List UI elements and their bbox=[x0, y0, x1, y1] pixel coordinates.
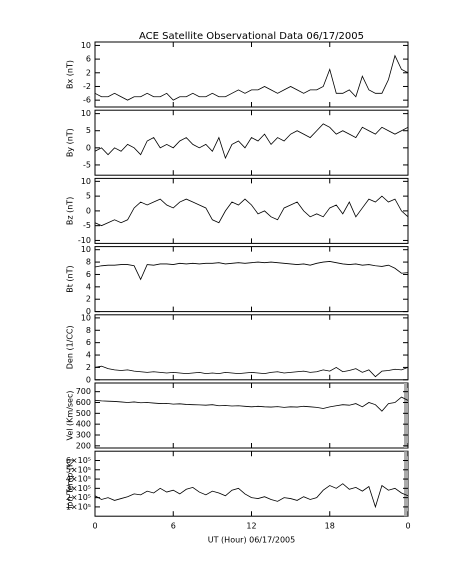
y-tick-label: 6×10⁵ bbox=[66, 456, 91, 465]
y-tick-label: -5 bbox=[83, 160, 91, 169]
y-axis-label: Bx (nT) bbox=[66, 60, 75, 89]
y-tick-label: 5 bbox=[86, 126, 91, 135]
y-tick-label: 500 bbox=[76, 409, 91, 418]
y-axis-label: Bz (nT) bbox=[66, 197, 75, 225]
data-gap bbox=[404, 383, 408, 448]
y-tick-label: 6 bbox=[86, 270, 91, 279]
y-axis-label: Bt (nT) bbox=[66, 265, 75, 292]
y-tick-label: 3×10⁵ bbox=[66, 484, 91, 493]
y-tick-label: 10 bbox=[81, 245, 91, 254]
plot-frame bbox=[94, 246, 409, 313]
y-tick-label: 600 bbox=[76, 398, 91, 407]
y-tick-label: 0 bbox=[86, 206, 91, 215]
y-tick-label: 2×10⁵ bbox=[66, 493, 91, 502]
plot-frame bbox=[94, 109, 409, 176]
plot-frame bbox=[94, 314, 409, 381]
series-line bbox=[94, 396, 409, 412]
y-tick-label: 2 bbox=[86, 68, 91, 77]
plot-frame bbox=[94, 382, 409, 449]
y-tick-label: 10 bbox=[81, 109, 91, 118]
y-axis-label: Ion Temp (K) bbox=[66, 459, 75, 509]
y-axis-label: Vel (Km/sec) bbox=[66, 390, 75, 440]
y-tick-label: 0 bbox=[86, 307, 91, 316]
series-line bbox=[94, 123, 409, 160]
x-tick-label: 6 bbox=[171, 522, 176, 531]
y-tick-label: 10 bbox=[81, 313, 91, 322]
y-tick-label: 1×10⁵ bbox=[66, 502, 91, 511]
y-tick-label: -5 bbox=[83, 221, 91, 230]
y-tick-label: -6 bbox=[83, 96, 91, 105]
chart-title: ACE Satellite Observational Data 06/17/2… bbox=[139, 31, 364, 42]
y-tick-label: 4 bbox=[86, 351, 91, 360]
series-line bbox=[94, 261, 409, 281]
series-line bbox=[94, 195, 409, 227]
y-tick-label: -10 bbox=[78, 236, 91, 245]
y-tick-label: 6 bbox=[86, 55, 91, 64]
y-tick-label: 0 bbox=[86, 143, 91, 152]
y-tick-label: 5×10⁵ bbox=[66, 465, 91, 474]
x-tick-label: 18 bbox=[325, 522, 335, 531]
y-tick-label: 6 bbox=[86, 338, 91, 347]
y-tick-label: 8 bbox=[86, 326, 91, 335]
series-line bbox=[94, 54, 409, 101]
plot-frame bbox=[94, 450, 409, 517]
y-tick-label: 200 bbox=[76, 441, 91, 450]
y-axis-label: Den (1/CC) bbox=[66, 325, 75, 369]
x-tick-label: 0 bbox=[92, 522, 97, 531]
plot-frame bbox=[94, 177, 409, 244]
series-line bbox=[94, 365, 409, 378]
y-tick-label: 8 bbox=[86, 258, 91, 267]
y-tick-label: -2 bbox=[83, 82, 91, 91]
y-tick-label: 10 bbox=[81, 41, 91, 50]
y-tick-label: 4 bbox=[86, 282, 91, 291]
y-tick-label: 10 bbox=[81, 177, 91, 186]
plot-frame bbox=[94, 41, 409, 108]
y-tick-label: 5 bbox=[86, 192, 91, 201]
y-tick-label: 400 bbox=[76, 420, 91, 429]
y-tick-label: 2 bbox=[86, 295, 91, 304]
x-tick-label: 12 bbox=[246, 522, 256, 531]
y-tick-label: 2 bbox=[86, 363, 91, 372]
y-tick-label: 700 bbox=[76, 387, 91, 396]
series-line bbox=[94, 483, 409, 509]
y-axis-label: By (nT) bbox=[66, 128, 75, 157]
x-axis-label: UT (Hour) 06/17/2005 bbox=[208, 536, 295, 545]
y-tick-label: 4×10⁵ bbox=[66, 475, 91, 484]
y-tick-label: 300 bbox=[76, 431, 91, 440]
data-gap bbox=[404, 451, 408, 517]
y-tick-label: 0 bbox=[86, 375, 91, 384]
x-tick-label: 0 bbox=[405, 522, 410, 531]
